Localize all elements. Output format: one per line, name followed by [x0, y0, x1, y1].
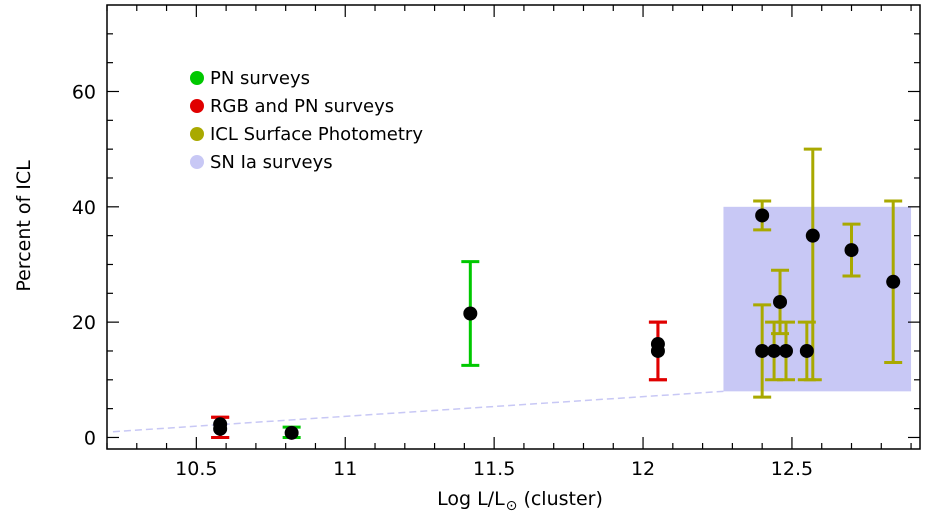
point-layer: [213, 208, 901, 440]
legend-label: SN Ia surveys: [210, 152, 333, 173]
legend-marker: [190, 71, 204, 85]
y-axis-label: Percent of ICL: [13, 160, 35, 292]
y-tick-label: 0: [84, 427, 96, 449]
point-icl-surface-photometry: [773, 294, 788, 309]
legend-marker: [190, 99, 204, 113]
x-tick-label: 10.5: [175, 458, 217, 480]
y-tick-label: 40: [72, 197, 96, 219]
x-tick-label: 11: [333, 458, 357, 480]
plot-border: [106, 4, 921, 450]
x-tick-label: 12: [631, 458, 655, 480]
legend-marker: [190, 127, 204, 141]
axis-ticks: 10.5 11 11.5 12 12.5 0 20 40 60: [72, 5, 920, 480]
trend-line: [112, 390, 724, 433]
legend-label: RGB and PN surveys: [210, 96, 394, 117]
point-rgb-and-pn-surveys: [650, 337, 665, 352]
point-pn-surveys: [284, 425, 299, 440]
legend-marker: [190, 155, 204, 169]
legend-label: PN surveys: [210, 68, 310, 89]
point-icl-surface-photometry: [886, 274, 901, 289]
errorbar-icl-surface-photometry: [803, 147, 822, 382]
point-icl-surface-photometry: [767, 343, 782, 358]
point-icl-surface-photometry: [778, 343, 793, 358]
x-tick-label: 11.5: [473, 458, 515, 480]
x-axis-label: Log L/L⊙ (cluster): [437, 488, 603, 514]
x-axis-label-suffix: (cluster): [517, 488, 602, 510]
point-icl-surface-photometry: [799, 343, 814, 358]
plot-frame: [106, 4, 921, 450]
y-tick-label: 20: [72, 312, 96, 334]
point-icl-surface-photometry: [805, 228, 820, 243]
trend-line-layer: [112, 390, 724, 433]
x-axis-label-main: Log L/L: [437, 488, 505, 510]
point-icl-surface-photometry: [755, 208, 770, 223]
y-tick-label: 60: [72, 81, 96, 103]
x-tick-label: 12.5: [771, 458, 813, 480]
legend-label: ICL Surface Photometry: [210, 124, 423, 145]
legend: PN surveys RGB and PN surveys ICL Surface …: [190, 68, 423, 173]
x-axis-sun-subscript: ⊙: [506, 498, 518, 514]
point-pn-surveys: [463, 306, 478, 321]
point-icl-surface-photometry: [844, 243, 859, 258]
point-icl-surface-photometry: [755, 343, 770, 358]
point-rgb-and-pn-surveys: [213, 417, 228, 432]
